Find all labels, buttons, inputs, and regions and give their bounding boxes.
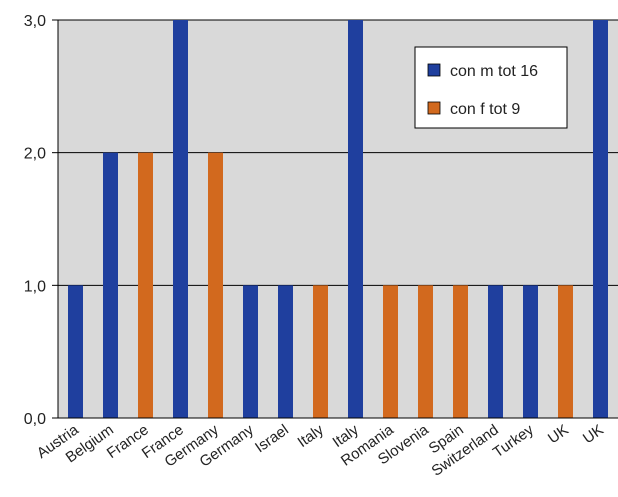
bar-11	[453, 285, 468, 418]
bar-10	[418, 285, 433, 418]
legend-swatch-1	[427, 101, 441, 115]
bar-1	[103, 152, 118, 418]
bar-12	[488, 285, 503, 418]
x-tick-label-7: Italy	[295, 421, 328, 451]
y-axis-ticks: 0,0 1,0 2,0 3,0	[24, 13, 58, 428]
bar-8	[348, 20, 363, 418]
y-tick-label-0: 0,0	[24, 411, 46, 428]
x-axis-labels: AustriaBelgiumFranceFranceGermanyGermany…	[34, 421, 607, 480]
bar-5	[243, 285, 258, 418]
bar-9	[383, 285, 398, 418]
bar-3	[173, 20, 188, 418]
bar-7	[313, 285, 328, 418]
bar-0	[68, 285, 83, 418]
x-tick-label-14: UK	[545, 421, 572, 447]
bar-15	[593, 20, 608, 418]
bar-6	[278, 285, 293, 418]
legend-label-1: con f tot 9	[450, 101, 520, 118]
bar-13	[523, 285, 538, 418]
y-tick-label-1: 1,0	[24, 278, 46, 295]
x-tick-label-15: UK	[580, 421, 607, 447]
x-tick-label-6: Israel	[252, 421, 292, 456]
y-tick-label-3: 3,0	[24, 13, 46, 30]
y-tick-label-2: 2,0	[24, 146, 46, 163]
legend-box	[414, 46, 568, 129]
legend: con m tot 16 con f tot 9	[414, 46, 568, 129]
bar-4	[208, 152, 223, 418]
legend-swatch-0	[427, 63, 441, 77]
bar-2	[138, 152, 153, 418]
legend-label-0: con m tot 16	[450, 63, 538, 80]
bars	[68, 20, 608, 418]
x-tick-label-13: Turkey	[490, 421, 537, 461]
bar-14	[558, 285, 573, 418]
